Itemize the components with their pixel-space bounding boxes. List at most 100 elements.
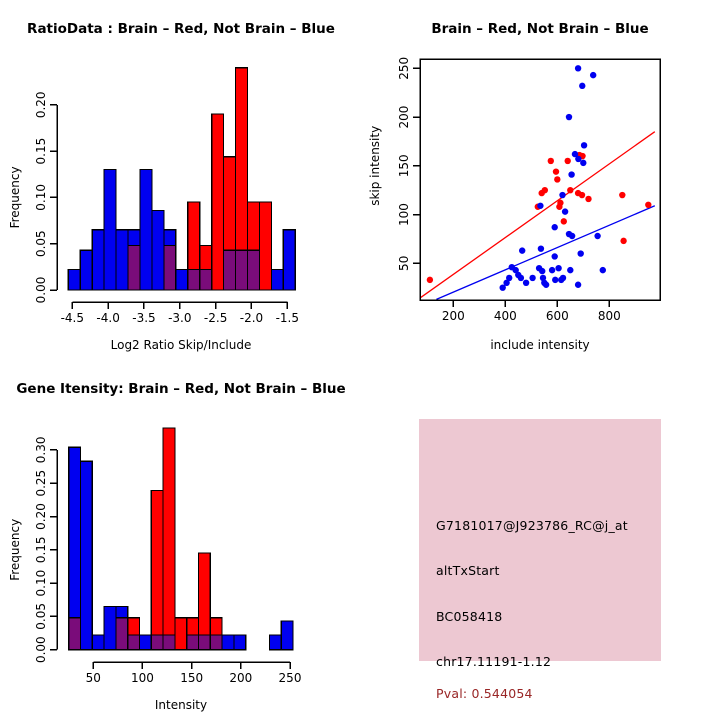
plot-title: Brain – Red, Not Brain – Blue: [431, 21, 648, 37]
y-axis-label: Frequency: [8, 166, 22, 228]
hist-bar-overlap: [163, 244, 177, 291]
scatter-point: [578, 191, 586, 199]
accession-text: BC058418: [436, 609, 503, 624]
x-tick-label: -3.0: [168, 311, 191, 325]
panel-gene-info: G7181017@J923786_RC@j_at altTxStart BC05…: [360, 360, 720, 720]
hist-bar: [150, 489, 164, 651]
scatter-point: [559, 191, 566, 199]
hist-bar: [151, 209, 165, 291]
scatter-point: [559, 274, 567, 282]
y-tick-label: 0.20: [34, 91, 48, 118]
x-axis: -4.5 -4.0 -3.5 -3.0 -2.5 -2.0 -1.5: [61, 301, 299, 325]
x-tick-label: -3.5: [132, 311, 155, 325]
y-tick-label: 0.05: [34, 230, 48, 257]
hist-bar: [258, 201, 272, 291]
y-axis: 50 100 150 200 250: [397, 57, 420, 271]
scatter-point: [547, 157, 554, 165]
hist-bar-overlap: [127, 244, 141, 291]
ratio-histogram-chart: -4.5 -4.0 -3.5 -3.0 -2.5 -2.0 -1.5 0.00 0.05 0.10…: [8, 21, 335, 352]
scatter-point: [567, 266, 574, 274]
hist-bar-overlap: [68, 617, 82, 651]
hist-bar: [282, 229, 296, 291]
y-tick-label: 0.25: [34, 470, 48, 497]
histogram-bars: [68, 427, 294, 651]
y-tick-label: 0.30: [34, 437, 48, 464]
scatter-point: [542, 281, 550, 288]
x-tick-label: 200: [442, 309, 465, 323]
scatter-point: [599, 266, 606, 274]
scatter-point: [571, 150, 579, 158]
scatter-point: [620, 237, 627, 245]
hist-bar-overlap: [187, 269, 201, 291]
scatter-point: [506, 274, 513, 282]
y-axis-label: skip intensity: [368, 126, 382, 206]
hist-bar: [67, 269, 81, 291]
y-tick-label: 0.15: [34, 536, 48, 563]
y-tick-label: 150: [397, 154, 411, 177]
hist-bar: [103, 605, 117, 651]
x-tick-label: 200: [229, 671, 252, 685]
probe-id-text: G7181017@J923786_RC@j_at: [436, 518, 628, 533]
scatter-point: [551, 253, 558, 260]
scatter-point: [537, 202, 544, 209]
scatter-point: [568, 171, 575, 178]
scatter-point: [645, 201, 652, 208]
scatter-point: [499, 284, 506, 291]
gene-info-box: G7181017@J923786_RC@j_at altTxStart BC05…: [419, 419, 661, 701]
y-tick-label: 0.10: [34, 570, 48, 597]
x-tick-label: 800: [598, 309, 621, 323]
x-tick-label: -4.0: [96, 311, 119, 325]
hist-bar: [233, 634, 247, 651]
x-tick-label: 250: [279, 671, 302, 685]
scatter-point: [426, 276, 434, 284]
hist-bar: [79, 249, 93, 291]
y-tick-label: 250: [397, 57, 411, 80]
axis-titles: Brain – Red, Not Brain – Blue include int…: [368, 21, 649, 352]
y-tick-label: 0.00: [34, 277, 48, 304]
y-axis: 0.00 0.05 0.10 0.15 0.20 0.25 0.30: [34, 437, 58, 663]
plot-title: Gene Itensity: Brain – Red, Not Brain – …: [16, 381, 345, 397]
hist-bar-overlap: [197, 634, 211, 651]
scatter-point: [537, 245, 545, 252]
hist-bar-overlap: [186, 634, 200, 651]
hist-bar: [115, 229, 129, 291]
scatter-point: [552, 276, 559, 284]
scatter-point: [561, 208, 569, 215]
scatter-point: [548, 266, 556, 274]
y-tick-label: 200: [397, 106, 411, 129]
hist-bar: [270, 269, 284, 291]
scatter-point: [554, 176, 561, 183]
plot-title: RatioData : Brain – Red, Not Brain – Blu…: [27, 21, 335, 37]
x-tick-label: 100: [131, 671, 154, 685]
scatter-point: [580, 159, 587, 167]
regression-lines: [420, 131, 656, 300]
gene-intensity-histogram-chart: 50 100 150 200 2500.000.050.100.150.200.250.…: [8, 381, 346, 712]
x-axis-label: include intensity: [490, 338, 589, 352]
hist-bar: [91, 634, 105, 651]
x-tick-label: -2.5: [204, 311, 227, 325]
scatter-point: [579, 82, 586, 90]
y-tick-label: 50: [397, 256, 411, 271]
scatter-point: [568, 232, 576, 240]
regression-line: [420, 131, 656, 298]
panel-intensity-scatter: 200 400 600 800 50 100 150 200 250 Brain – Red, N…: [360, 0, 720, 360]
scatter-point: [574, 281, 582, 288]
y-tick-label: 0.20: [34, 503, 48, 530]
splice-type-text: altTxStart: [436, 563, 500, 578]
scatter-point: [539, 267, 546, 275]
scatter-point: [580, 142, 588, 149]
hist-bar: [221, 634, 235, 651]
x-tick-label: -1.5: [276, 311, 299, 325]
scatter-point: [519, 247, 526, 254]
scatter-point: [574, 65, 582, 72]
hist-bar: [138, 634, 152, 651]
scatter-point: [577, 250, 584, 257]
scatter-point: [557, 199, 564, 207]
scatter-point: [539, 274, 547, 282]
histogram-bars: [67, 67, 296, 291]
hist-bar: [103, 169, 117, 291]
scatter-point: [575, 155, 582, 163]
hist-bar: [280, 620, 294, 651]
scatter-point: [517, 274, 525, 282]
